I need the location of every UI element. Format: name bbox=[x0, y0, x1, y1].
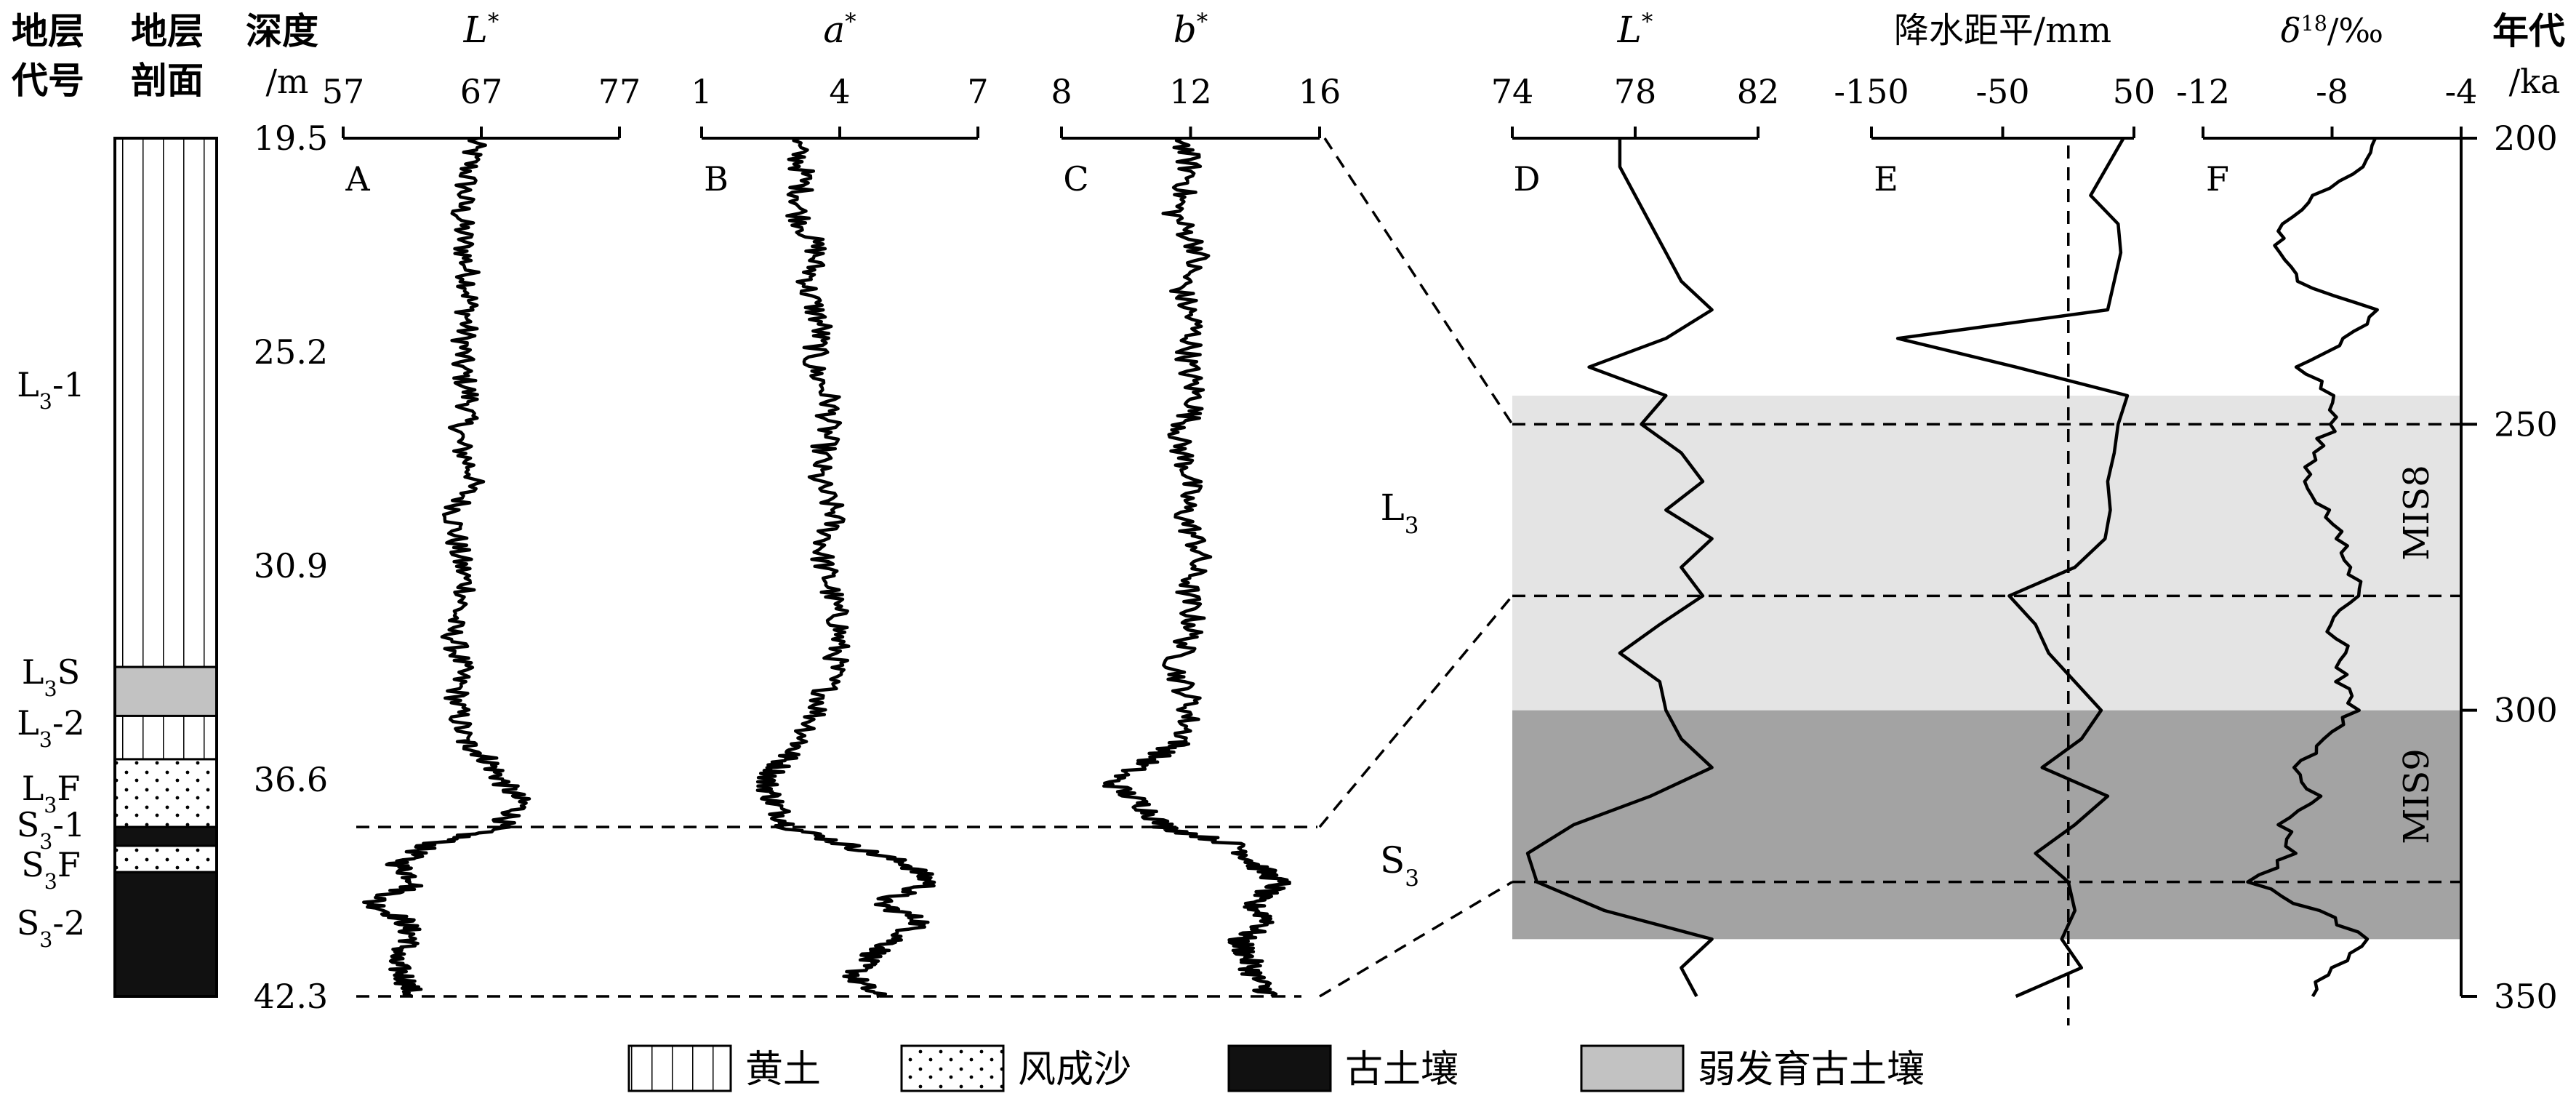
panel-letter-E: E bbox=[1874, 159, 1898, 199]
legend-swatch-3 bbox=[1580, 1044, 1685, 1092]
series-line-D bbox=[1525, 138, 1714, 998]
tick-label-C-0: 8 bbox=[1051, 72, 1072, 111]
correlation-line-middle bbox=[1318, 595, 1514, 828]
panel-title-E: 降水距平/mm bbox=[1894, 10, 2111, 51]
tick-label-D-2: 82 bbox=[1737, 72, 1780, 111]
header-depth-line1: 深度 bbox=[246, 9, 318, 52]
series-line-C bbox=[1102, 136, 1291, 998]
panel-letter-C: C bbox=[1063, 159, 1088, 199]
age-tick-label-350: 350 bbox=[2494, 977, 2558, 1016]
zone-label-s3: S3 bbox=[1380, 839, 1419, 892]
unit-label-s3f: S3F bbox=[21, 845, 81, 894]
unit-label-l3s: L3S bbox=[22, 652, 80, 701]
unit-label-s3-1: S3-1 bbox=[17, 805, 85, 854]
tick-label-A-1: 67 bbox=[460, 72, 503, 111]
strat-layer-s3f bbox=[113, 844, 218, 873]
header-strat-section-line1: 地层 bbox=[131, 9, 204, 52]
age-tick-label-250: 250 bbox=[2494, 404, 2558, 444]
strat-layer-s3-1 bbox=[113, 825, 218, 847]
panel-letter-F: F bbox=[2206, 159, 2229, 199]
tick-label-A-0: 57 bbox=[322, 72, 365, 111]
tick-label-B-1: 4 bbox=[829, 72, 850, 111]
tick-label-B-0: 1 bbox=[691, 72, 712, 111]
tick-label-C-1: 12 bbox=[1169, 72, 1212, 111]
tick-label-D-0: 74 bbox=[1491, 72, 1534, 111]
header-age-line1: 年代 bbox=[2492, 9, 2565, 52]
strat-layer-l3-1 bbox=[113, 137, 218, 668]
tick-label-D-1: 78 bbox=[1614, 72, 1657, 111]
tick-label-E-0: -150 bbox=[1834, 72, 1909, 111]
series-line-E bbox=[1895, 137, 2130, 999]
panel-letter-A: A bbox=[345, 159, 370, 199]
strat-column-frame bbox=[113, 137, 218, 998]
panel-title-F: δ18/‰ bbox=[2281, 11, 2383, 50]
depth-tick-label-42.3: 42.3 bbox=[254, 977, 328, 1016]
legend-label-2: 古土壤 bbox=[1345, 1048, 1458, 1092]
header-strat-code-line1: 地层 bbox=[12, 9, 84, 52]
series-line-A bbox=[362, 136, 531, 999]
header-strat-code-line2: 代号 bbox=[11, 59, 84, 102]
mis-label-mis8: MIS8 bbox=[2396, 465, 2437, 561]
depth-tick-label-25.2: 25.2 bbox=[254, 332, 328, 372]
legend-label-1: 风成沙 bbox=[1018, 1048, 1131, 1092]
series-line-B bbox=[755, 136, 936, 999]
legend-swatch-0 bbox=[627, 1044, 732, 1092]
panel-title-B: a* bbox=[823, 9, 856, 51]
legend-label-3: 弱发育古土壤 bbox=[1698, 1048, 1925, 1092]
depth-tick-label-19.5: 19.5 bbox=[254, 119, 328, 158]
panel-title-A: L* bbox=[463, 9, 499, 51]
mis8-band bbox=[1512, 396, 2461, 711]
legend-swatch-2 bbox=[1227, 1044, 1332, 1092]
legend-label-0: 黄土 bbox=[745, 1048, 821, 1092]
zone-label-l3: L3 bbox=[1381, 487, 1419, 539]
panel-title-C: b* bbox=[1173, 9, 1208, 51]
legend-swatch-1 bbox=[900, 1044, 1005, 1092]
tick-label-C-2: 16 bbox=[1299, 72, 1341, 111]
panel-letter-D: D bbox=[1514, 159, 1541, 199]
unit-label-l3f: L3F bbox=[22, 769, 81, 817]
age-tick-label-200: 200 bbox=[2494, 119, 2558, 158]
strat-layer-l3-2 bbox=[113, 714, 218, 761]
mis9-band bbox=[1512, 710, 2461, 940]
age-tick-label-300: 300 bbox=[2494, 691, 2558, 730]
unit-label-s3-2: S3-2 bbox=[17, 903, 85, 952]
header-strat-section-line2: 剖面 bbox=[131, 59, 204, 102]
panel-title-D: L* bbox=[1617, 9, 1653, 51]
strat-layer-l3f bbox=[113, 758, 218, 828]
correlation-line-top bbox=[1323, 137, 1514, 425]
tick-label-F-0: -12 bbox=[2176, 72, 2230, 111]
panel-letter-B: B bbox=[704, 159, 729, 199]
tick-label-B-2: 7 bbox=[967, 72, 988, 111]
unit-label-l3-1: L3-1 bbox=[17, 365, 85, 414]
strat-layer-s3-2 bbox=[113, 871, 218, 998]
tick-label-E-2: 50 bbox=[2113, 72, 2156, 111]
depth-tick-label-36.6: 36.6 bbox=[254, 760, 328, 799]
tick-label-E-1: -50 bbox=[1975, 72, 2029, 111]
correlation-line-bottom bbox=[1319, 881, 1513, 998]
mis-label-mis9: MIS9 bbox=[2396, 748, 2437, 844]
chart-layers: L3-1L3SL3-2L3FS3-1S3FS3-219.525.230.936.… bbox=[17, 9, 2558, 1092]
header-depth-line2: /m bbox=[265, 62, 308, 101]
depth-tick-label-30.9: 30.9 bbox=[254, 546, 328, 585]
strat-layer-l3s bbox=[113, 665, 218, 717]
header-age-line2: /ka bbox=[2509, 62, 2561, 101]
unit-label-l3-2: L3-2 bbox=[17, 703, 85, 752]
series-line-F bbox=[2246, 137, 2379, 998]
tick-label-A-2: 77 bbox=[598, 72, 641, 111]
tick-label-F-2: -4 bbox=[2445, 72, 2478, 111]
tick-label-F-1: -8 bbox=[2316, 72, 2348, 111]
